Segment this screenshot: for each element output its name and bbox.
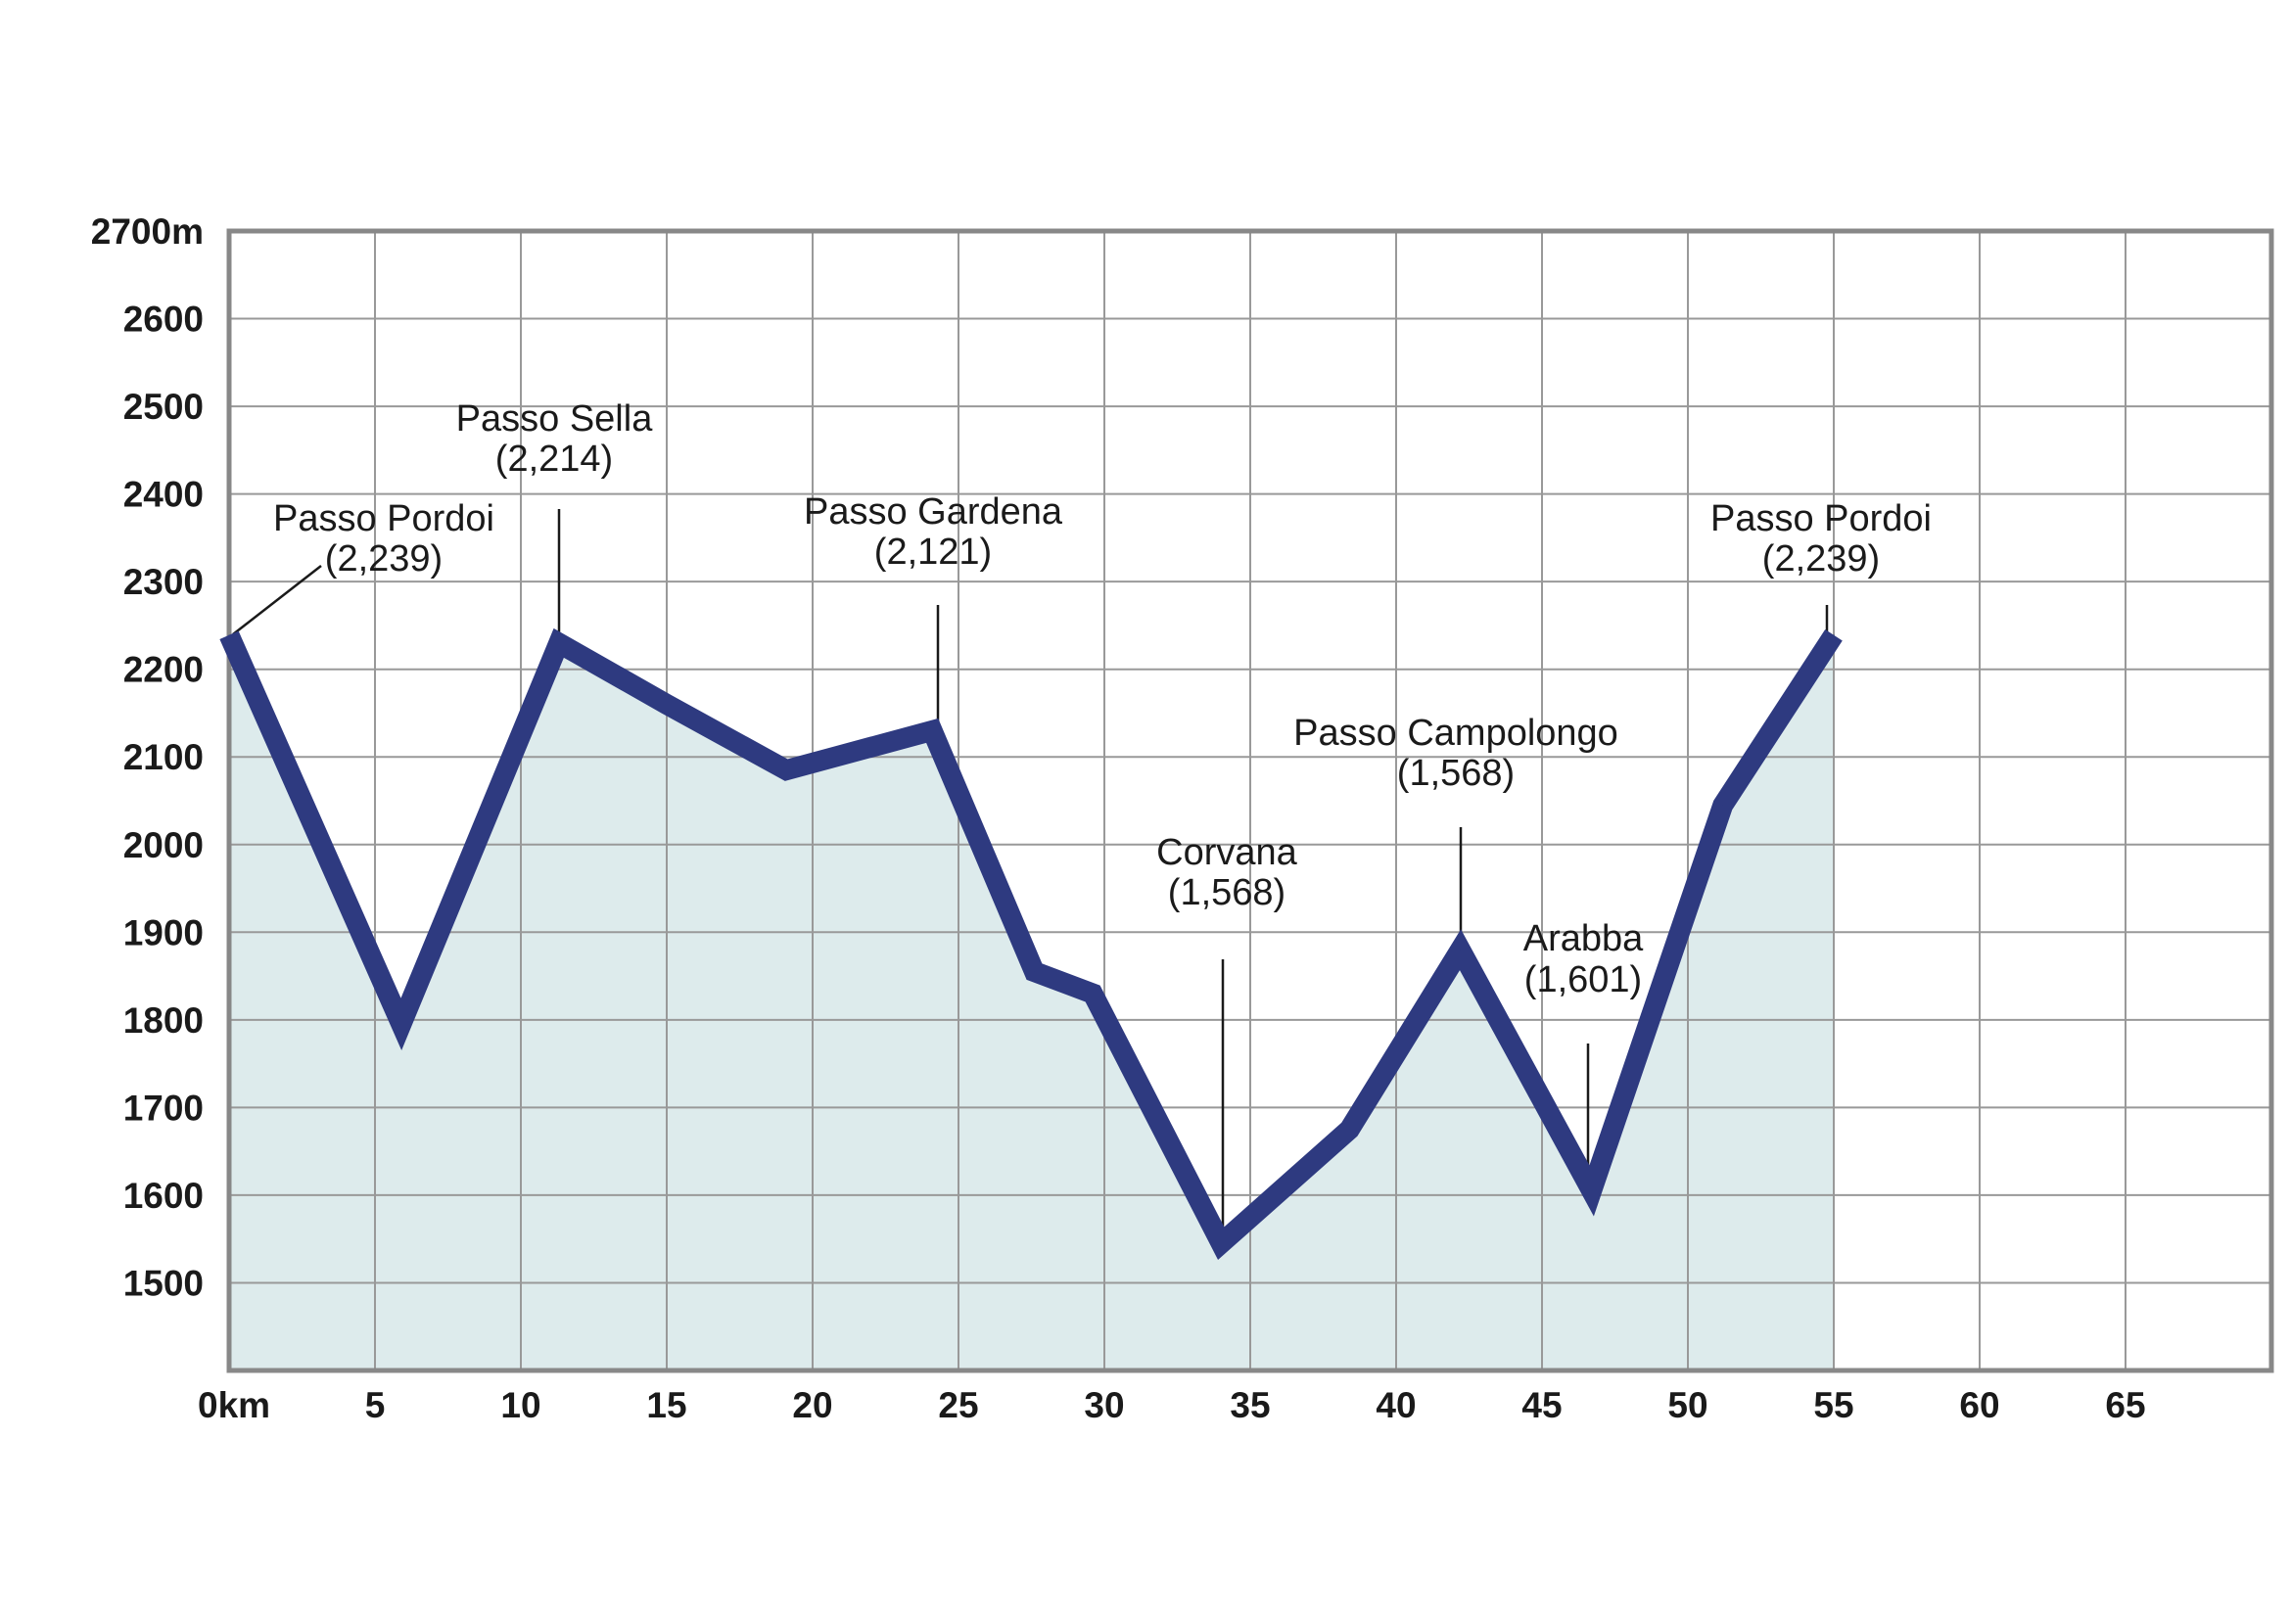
y-tick-label-4: 1900: [123, 912, 204, 952]
data-point-8: [1220, 1242, 1222, 1244]
pass-elevation-label-2: (2,121): [874, 532, 992, 573]
data-point-12: [1722, 804, 1724, 806]
y-tick-label-9: 2400: [123, 475, 204, 515]
data-point-10: [1460, 949, 1462, 951]
x-tick-label-5: 25: [938, 1385, 978, 1425]
pass-labels-layer: Passo Pordoi(2,239)Passo Sella(2,214)Pas…: [273, 398, 1932, 1000]
x-tick-label-7: 35: [1230, 1385, 1270, 1425]
area-fill-layer: [229, 634, 1834, 1370]
x-tick-label-2: 10: [500, 1385, 540, 1425]
data-point-3: [666, 704, 668, 706]
y-tick-label-5: 2000: [123, 825, 204, 865]
x-tick-label-10: 50: [1667, 1385, 1707, 1425]
y-tick-label-8: 2300: [123, 562, 204, 602]
pass-name-label-3: Corvana: [1156, 832, 1297, 873]
pass-name-label-6: Passo Pordoi: [1710, 498, 1932, 539]
x-tick-label-13: 65: [2105, 1385, 2145, 1425]
plot-frame: [226, 228, 2274, 1373]
leader-line-0: [232, 565, 322, 635]
elevation-line-layer: [219, 627, 1843, 1261]
y-tick-label-10: 2500: [123, 387, 204, 427]
y-axis-tick-labels: 1500 1600 1700 1800 1900 2000 2100 2200 2300 2400…: [91, 211, 204, 1303]
x-tick-label-6: 30: [1084, 1385, 1124, 1425]
y-tick-label-1: 1600: [123, 1176, 204, 1216]
data-point-1: [400, 1023, 402, 1025]
pass-name-label-1: Passo Sella: [456, 398, 654, 440]
elevation-profile-line: [219, 627, 1843, 1261]
y-tick-label-6: 2100: [123, 737, 204, 777]
pass-elevation-label-0: (2,239): [325, 538, 443, 580]
pass-name-label-2: Passo Gardena: [804, 491, 1063, 533]
x-tick-label-12: 60: [1959, 1385, 1999, 1425]
pass-elevation-label-4: (1,568): [1397, 753, 1515, 794]
x-tick-label-4: 20: [792, 1385, 832, 1425]
pass-name-label-5: Arabba: [1523, 918, 1644, 959]
data-point-7: [1092, 993, 1094, 995]
data-point-6: [1033, 971, 1035, 973]
pass-elevation-label-5: (1,601): [1524, 959, 1642, 1000]
frame-layer: [226, 228, 2274, 1373]
x-tick-label-0: 0km: [198, 1385, 270, 1425]
x-axis-tick-labels: 0km 5 10 15 20 25 30 35 40 45 50 55 60 65: [198, 1385, 2146, 1425]
data-point-4: [785, 769, 787, 771]
y-tick-label-12: 2700m: [91, 211, 204, 252]
pass-elevation-label-1: (2,214): [495, 439, 613, 480]
pass-name-label-4: Passo Campolongo: [1293, 713, 1618, 754]
x-tick-label-3: 15: [646, 1385, 686, 1425]
pass-elevation-label-6: (2,239): [1762, 538, 1880, 580]
grid-layer: [229, 231, 2271, 1370]
y-tick-label-0: 1500: [123, 1263, 204, 1303]
y-tick-label-7: 2200: [123, 650, 204, 690]
pass-elevation-label-3: (1,568): [1168, 872, 1285, 913]
x-tick-label-11: 55: [1813, 1385, 1853, 1425]
y-tick-label-2: 1700: [123, 1088, 204, 1128]
x-tick-label-9: 45: [1521, 1385, 1562, 1425]
data-point-5: [931, 729, 933, 731]
data-point-13: [1833, 634, 1835, 636]
data-point-0: [228, 634, 230, 636]
data-point-9: [1348, 1129, 1350, 1131]
y-tick-label-11: 2600: [123, 300, 204, 340]
x-tick-label-8: 40: [1376, 1385, 1416, 1425]
x-tick-label-1: 5: [365, 1385, 386, 1425]
data-point-2: [558, 642, 560, 644]
elevation-area-fill: [229, 634, 1834, 1370]
y-tick-label-3: 1800: [123, 1000, 204, 1041]
pass-name-label-0: Passo Pordoi: [273, 498, 494, 539]
data-point-11: [1591, 1189, 1593, 1191]
